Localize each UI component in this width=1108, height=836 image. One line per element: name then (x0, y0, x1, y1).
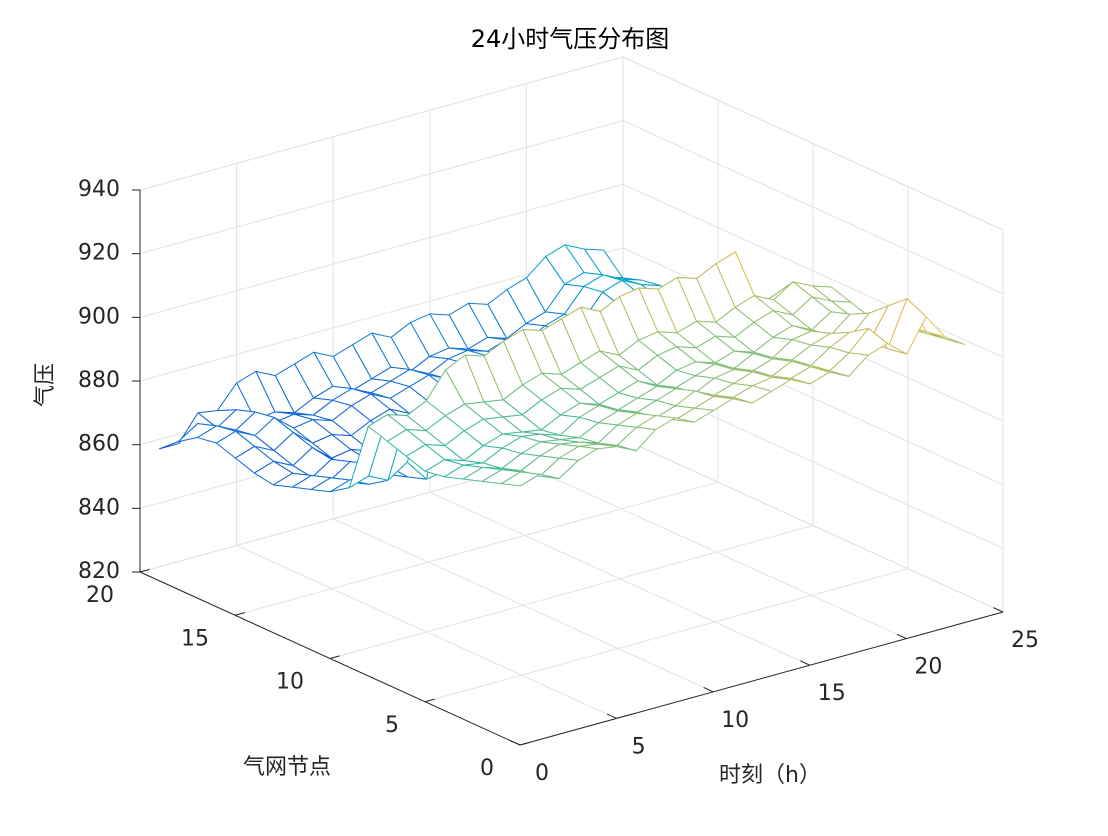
grid-line (424, 568, 909, 703)
z-tick-label: 840 (78, 495, 120, 520)
x-axis-line (519, 611, 1004, 746)
x-axis-label: 时刻（h） (719, 763, 821, 788)
y-tick-label: 20 (86, 583, 114, 608)
z-tick-label: 940 (78, 177, 120, 202)
grid-line (622, 56, 1004, 231)
x-tick-label: 5 (632, 734, 646, 759)
z-tick-label: 920 (78, 241, 120, 266)
x-tick (703, 687, 714, 693)
x-tick (800, 660, 811, 666)
grid-line (234, 481, 719, 616)
grid-line (139, 120, 624, 255)
x-tick (993, 607, 1004, 613)
chart-title: 24小时气压分布图 (471, 25, 670, 53)
z-tick-label: 880 (78, 368, 120, 393)
x-tick (510, 740, 521, 746)
y-axis-label: 气网节点 (243, 755, 331, 780)
z-axis-label: 气压 (33, 363, 58, 407)
y-tick-label: 10 (276, 670, 304, 695)
y-tick-label: 0 (480, 756, 494, 781)
x-tick-label: 10 (721, 708, 749, 733)
grid-line (139, 183, 624, 318)
grid-line (329, 525, 814, 659)
mesh (158, 244, 966, 493)
y-tick (139, 568, 150, 573)
x-tick-label: 25 (1011, 628, 1039, 653)
z-tick-label: 860 (78, 432, 120, 457)
grid-line (622, 183, 1004, 358)
y-tick (424, 698, 435, 703)
y-tick-label: 5 (385, 713, 399, 738)
x-tick-label: 0 (535, 761, 549, 786)
x-tick-label: 15 (818, 681, 846, 706)
grid-line (622, 438, 1004, 613)
x-tick-label: 20 (914, 655, 942, 680)
y-tick-label: 15 (181, 626, 209, 651)
grid-line (622, 120, 1004, 295)
grid-line (139, 56, 624, 191)
z-tick-label: 900 (78, 304, 120, 329)
y-tick (234, 612, 245, 616)
z-tick-label: 820 (78, 559, 120, 584)
x-tick (896, 633, 907, 640)
y-tick (329, 655, 340, 659)
mesh-cell (500, 471, 541, 487)
x-tick (606, 713, 617, 719)
y-tick (519, 741, 530, 746)
